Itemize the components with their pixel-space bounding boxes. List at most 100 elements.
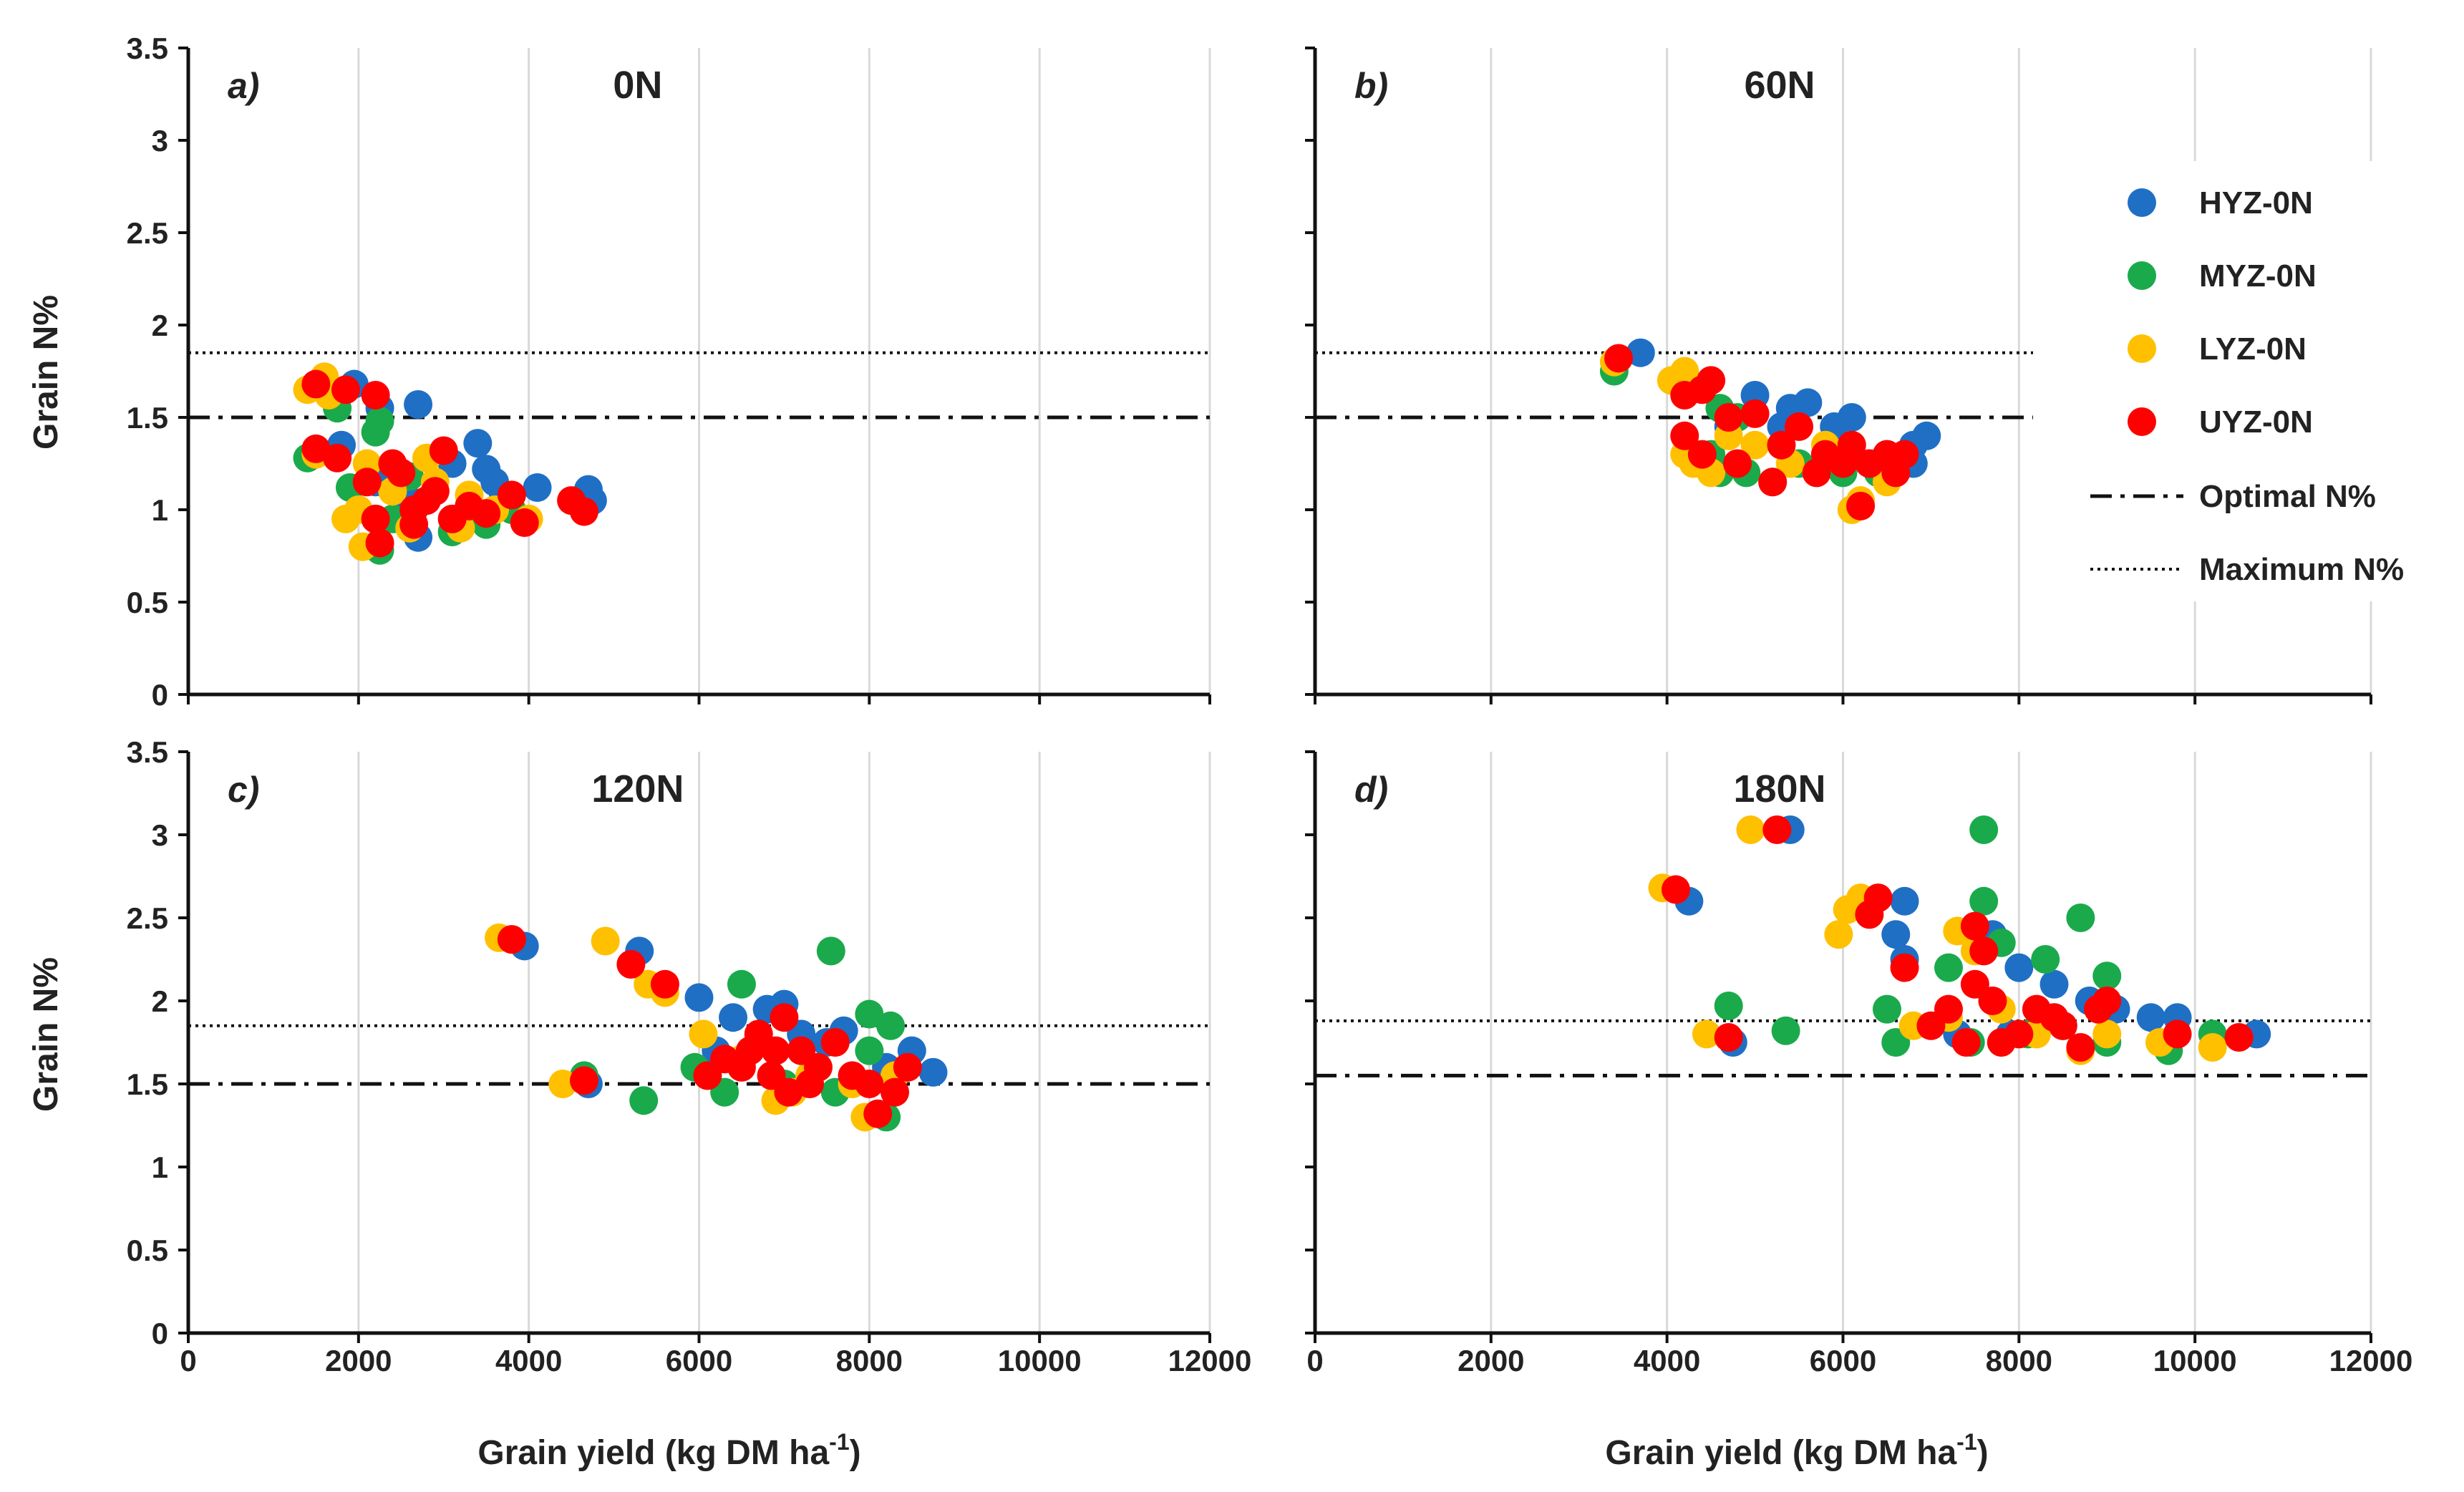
panel-letter: d): [1354, 770, 1388, 810]
point-uyz-0n: [412, 486, 441, 515]
point-hyz-0n: [1793, 388, 1823, 417]
y-tick-label: 1: [152, 1151, 168, 1184]
x-tick-label: 10000: [2153, 1344, 2237, 1377]
legend-marker-lyz: [2128, 334, 2156, 363]
point-myz-0n: [876, 1011, 906, 1040]
point-uyz-0n: [1802, 458, 1831, 488]
point-lyz-0n: [591, 926, 620, 956]
point-hyz-0n: [523, 473, 552, 503]
point-myz-0n: [855, 1036, 884, 1065]
x-tick-label: 8000: [836, 1344, 903, 1377]
panel-letter: c): [228, 770, 259, 810]
point-uyz-0n: [352, 468, 382, 497]
point-uyz-0n: [1714, 403, 1743, 432]
y-tick-label: 3.5: [127, 735, 168, 769]
point-uyz-0n: [735, 1036, 765, 1065]
x-axis-title-left: Grain yield (kg DM ha-1): [477, 1429, 860, 1472]
x-tick-label: 2000: [325, 1344, 392, 1377]
point-hyz-0n: [1626, 338, 1655, 367]
x-axis-title-right: Grain yield (kg DM ha-1): [1605, 1429, 1988, 1472]
point-uyz-0n: [1890, 953, 1919, 982]
panel-title: 0N: [613, 64, 662, 107]
x-tick-label: 0: [180, 1344, 196, 1377]
x-tick-label: 4000: [1634, 1344, 1700, 1377]
y-axis-title-top: Grain N%: [27, 295, 65, 450]
point-uyz-0n: [2039, 1003, 2069, 1032]
legend-box: [2033, 161, 2434, 601]
point-myz-0n: [727, 969, 756, 999]
point-hyz-0n: [1890, 886, 1919, 916]
point-lyz-0n: [1670, 357, 1699, 386]
point-uyz-0n: [1969, 936, 1999, 966]
point-uyz-0n: [1604, 344, 1634, 373]
point-myz-0n: [1934, 953, 1963, 982]
panel-title: 60N: [1744, 64, 1815, 107]
x-axis-title-right-main: Grain yield (kg DM ha: [1605, 1434, 1956, 1472]
y-tick-label: 0.5: [127, 586, 168, 619]
point-myz-0n: [2066, 904, 2095, 932]
point-lyz-0n: [1692, 1019, 1721, 1049]
point-myz-0n: [1969, 815, 1999, 845]
y-tick-label: 3: [152, 818, 168, 852]
point-uyz-0n: [1687, 440, 1717, 469]
y-tick-label: 2: [152, 984, 168, 1018]
point-uyz-0n: [1670, 421, 1699, 450]
point-uyz-0n: [497, 480, 526, 510]
point-hyz-0n: [684, 983, 714, 1012]
point-myz-0n: [1872, 994, 1901, 1024]
point-uyz-0n: [1767, 430, 1796, 460]
legend-marker-uyz: [2128, 407, 2156, 436]
x-tick-label: 12000: [2329, 1344, 2413, 1377]
panel-title: 120N: [591, 767, 684, 810]
x-tick-label: 0: [1306, 1344, 1323, 1377]
panel-d: 0 2000 4000 6000 8000 10000 12000 d) 180N: [1305, 750, 2413, 1377]
point-lyz-0n: [1824, 920, 1853, 949]
y-tick-label: 2.5: [127, 901, 168, 935]
point-myz-0n: [2031, 945, 2060, 974]
point-uyz-0n: [1785, 412, 1814, 441]
point-uyz-0n: [1863, 883, 1893, 913]
point-myz-0n: [365, 407, 394, 436]
x-tick-label: 8000: [1986, 1344, 2052, 1377]
panel-a: 0 0.5 1 1.5 2 2.5 3 3.5 a) 0N: [127, 32, 1211, 712]
y-tick-label: 2: [152, 309, 168, 342]
point-lyz-0n: [1740, 430, 1770, 460]
point-uyz-0n: [1978, 987, 2007, 1015]
legend: HYZ-0N MYZ-0N LYZ-0N UYZ-0N Optimal N% M…: [2033, 161, 2434, 601]
point-uyz-0n: [569, 497, 598, 526]
y-tick-label: 3.5: [127, 32, 168, 65]
point-uyz-0n: [437, 504, 467, 533]
y-axis-title-bottom: Grain N%: [27, 957, 65, 1112]
point-hyz-0n: [404, 389, 433, 419]
legend-label-hyz: HYZ-0N: [2199, 185, 2313, 221]
point-uyz-0n: [569, 1066, 598, 1095]
point-uyz-0n: [1762, 815, 1792, 845]
point-uyz-0n: [361, 504, 390, 533]
x-tick-label: 12000: [1168, 1344, 1252, 1377]
point-uyz-0n: [893, 1052, 922, 1082]
point-lyz-0n: [2092, 1019, 2122, 1049]
point-uyz-0n: [1714, 1023, 1743, 1052]
point-uyz-0n: [863, 1099, 893, 1128]
point-lyz-0n: [2198, 1032, 2227, 1062]
point-myz-0n: [1771, 1016, 1800, 1045]
y-tick-label: 3: [152, 124, 168, 158]
point-lyz-0n: [331, 504, 360, 533]
legend-label-uyz: UYZ-0N: [2199, 405, 2313, 440]
x-axis-title-right-end: ): [1977, 1434, 1989, 1472]
point-uyz-0n: [1697, 366, 1726, 395]
point-hyz-0n: [2004, 953, 2034, 982]
y-tick-label: 1.5: [127, 1067, 168, 1101]
point-myz-0n: [816, 936, 845, 966]
point-myz-0n: [855, 999, 884, 1029]
point-uyz-0n: [1661, 875, 1690, 904]
point-uyz-0n: [323, 443, 352, 473]
point-uyz-0n: [1740, 399, 1770, 428]
point-uyz-0n: [1723, 449, 1752, 478]
point-lyz-0n: [689, 1019, 718, 1049]
point-uyz-0n: [1960, 911, 1989, 941]
point-uyz-0n: [650, 969, 679, 999]
point-uyz-0n: [795, 1070, 825, 1098]
panel-letter: b): [1354, 66, 1388, 106]
